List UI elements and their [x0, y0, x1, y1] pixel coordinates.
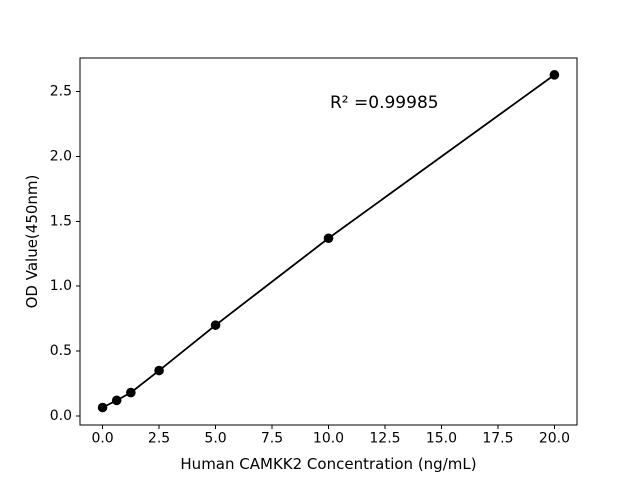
y-tick-label: 0.0	[50, 408, 72, 424]
data-point	[323, 233, 334, 244]
y-tick-label: 1.5	[50, 213, 72, 229]
data-series	[97, 70, 560, 413]
data-point	[154, 365, 164, 376]
x-tick-label: 2.5	[148, 431, 170, 447]
x-tick-label: 10.0	[313, 431, 344, 447]
data-point	[210, 320, 221, 330]
x-tick-label: 12.5	[369, 431, 400, 447]
data-point	[97, 402, 108, 413]
x-axis-ticks: 0.0 2.5 5.0 7.5 10.0 12.5 15.0 17.5 20.0	[91, 425, 570, 447]
r-squared-annotation: R² =0.99985	[330, 93, 439, 113]
x-tick-label: 0.0	[91, 431, 113, 447]
data-point	[111, 395, 122, 406]
x-tick-label: 7.5	[261, 431, 283, 447]
x-axis-label: Human CAMKK2 Concentration (ng/mL)	[180, 455, 476, 473]
y-axis-ticks: 0.0 0.5 1.0 1.5 2.0 2.5	[50, 84, 80, 424]
x-tick-label: 15.0	[426, 431, 457, 447]
y-tick-label: 0.5	[50, 343, 72, 359]
x-tick-label: 17.5	[482, 431, 513, 447]
y-tick-label: 2.5	[50, 84, 72, 100]
x-tick-label: 5.0	[204, 431, 226, 447]
x-tick-label: 20.0	[539, 431, 570, 447]
y-axis-label: OD Value(450nm)	[23, 175, 41, 309]
data-point	[549, 70, 560, 80]
y-tick-label: 1.0	[50, 278, 72, 294]
y-tick-label: 2.0	[50, 149, 72, 165]
data-point	[126, 387, 136, 398]
